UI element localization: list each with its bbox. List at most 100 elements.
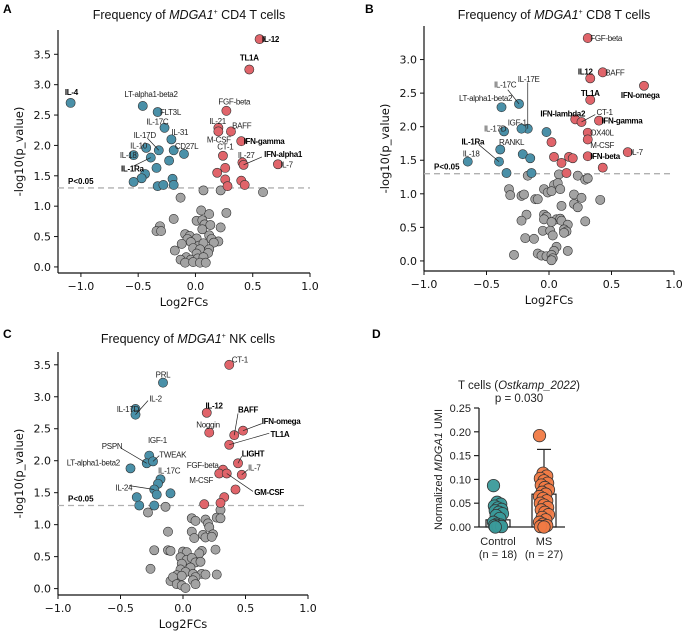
data-point-ms [537, 520, 551, 534]
data-point-nonsignificant [516, 215, 527, 226]
y-tick-label: 3.0 [400, 54, 418, 67]
y-axis-title: -log10(p_value) [12, 107, 26, 197]
y-tick-label: 2.5 [34, 109, 52, 122]
data-point-downregulated [128, 150, 139, 161]
data-point-nonsignificant [198, 185, 209, 196]
point-label: PRL [156, 370, 172, 379]
data-point-downregulated [128, 176, 139, 187]
x-tick-label: 1.0 [299, 602, 317, 615]
data-point-upregulated [244, 64, 255, 75]
y-tick-label: 1.5 [400, 154, 418, 167]
data-point-upregulated [221, 105, 232, 116]
data-point-downregulated [516, 123, 527, 134]
data-point-nonsignificant [519, 189, 529, 200]
point-label: LT-alpha1-beta2 [67, 459, 121, 468]
point-label: OX40L [590, 129, 614, 138]
y-tick-label: 0.25 [450, 403, 471, 415]
data-point-upregulated [582, 33, 593, 43]
data-point-nonsignificant [205, 220, 216, 230]
y-tick-label: 2.5 [400, 87, 418, 100]
point-label: IFN-omega [621, 91, 660, 100]
point-label: BAFF [232, 121, 252, 130]
data-point-nonsignificant [546, 217, 557, 227]
significance-threshold-label: P<0.05 [68, 177, 94, 186]
data-point-nonsignificant [572, 170, 583, 181]
data-point-nonsignificant [520, 233, 531, 244]
data-point-upregulated [222, 181, 233, 192]
data-point-downregulated [152, 107, 163, 117]
x-tick-label: −1.0 [411, 278, 438, 291]
data-point-nonsignificant [215, 513, 226, 524]
data-point-upregulated [582, 151, 593, 162]
data-point-downregulated [526, 168, 537, 178]
data-point-downregulated [495, 144, 506, 155]
point-label: M-CSF [189, 476, 213, 485]
data-point-downregulated [496, 102, 507, 113]
y-tick-label: 2.0 [34, 139, 52, 152]
y-tick-label: 2.0 [34, 455, 52, 468]
data-point-nonsignificant [208, 237, 219, 248]
data-point-downregulated [134, 500, 145, 511]
data-point-upregulated [254, 34, 265, 45]
point-label: IL-7 [248, 464, 261, 473]
data-point-upregulated [213, 126, 224, 137]
label-leader-line [242, 423, 262, 431]
y-axis-title: -log10(p_value) [378, 104, 392, 194]
label-leader-line [129, 485, 155, 490]
x-tick-label: 1.0 [301, 280, 319, 293]
point-label: TWEAK [159, 450, 187, 459]
point-label: CT-1 [232, 356, 249, 365]
y-tick-label: 0.10 [450, 474, 471, 486]
point-label: IFN-gamma [602, 117, 644, 126]
label-leader-line [133, 157, 151, 167]
label-leader-line [237, 456, 243, 464]
y-tick-label: 0.20 [450, 427, 471, 439]
point-label: IL-31 [171, 128, 189, 137]
point-label: RANKL [499, 138, 525, 147]
point-label: IL-17D [484, 125, 507, 134]
data-point-upregulated [639, 80, 649, 91]
data-point-upregulated [220, 163, 231, 173]
point-label: TL1A [271, 430, 290, 439]
data-point-downregulated [168, 180, 179, 190]
data-point-nonsignificant [163, 526, 173, 537]
data-point-downregulated [159, 122, 170, 133]
data-point-downregulated [151, 489, 162, 500]
y-tick-label: 1.0 [34, 519, 52, 532]
y-tick-label: 0.00 [450, 522, 471, 534]
data-point-downregulated [65, 98, 76, 108]
point-label: PSPN [102, 442, 123, 451]
data-point-nonsignificant [190, 515, 201, 526]
x-tick-label: 1.0 [665, 278, 683, 291]
data-point-nonsignificant [580, 216, 591, 227]
point-label: FLT3L [160, 108, 182, 117]
data-point-nonsignificant [204, 209, 215, 219]
data-point-nonsignificant [176, 238, 187, 249]
sample-size-label: (n = 27) [525, 549, 563, 561]
data-point-downregulated [462, 156, 473, 167]
point-label: IL-7 [280, 160, 293, 169]
data-point-downregulated [136, 173, 147, 184]
point-label: CD27L [175, 142, 199, 151]
data-point-upregulated [204, 427, 215, 438]
data-point-upregulated [585, 73, 596, 84]
point-label: TL1A [240, 53, 259, 62]
y-tick-label: 2.0 [400, 121, 418, 134]
panel-title: Frequency of MDGA1+ NK cells [101, 332, 275, 346]
y-tick-label: 0.5 [400, 221, 418, 234]
y-tick-label: 0.5 [34, 551, 52, 564]
data-point-upregulated [594, 115, 604, 126]
data-point-upregulated [236, 136, 247, 147]
data-point-nonsignificant [221, 207, 232, 218]
y-tick-label: 0.15 [450, 451, 471, 463]
point-label: IL-17C [494, 80, 517, 89]
point-label: IL-17E [518, 75, 540, 84]
y-tick-label: 1.5 [34, 170, 52, 183]
point-label: IL-2 [149, 395, 162, 404]
data-point-nonsignificant [149, 545, 160, 556]
data-point-downregulated [151, 163, 162, 173]
x-tick-label: 0.5 [603, 278, 621, 291]
label-leader-line [229, 432, 270, 446]
label-leader-line [121, 448, 147, 464]
